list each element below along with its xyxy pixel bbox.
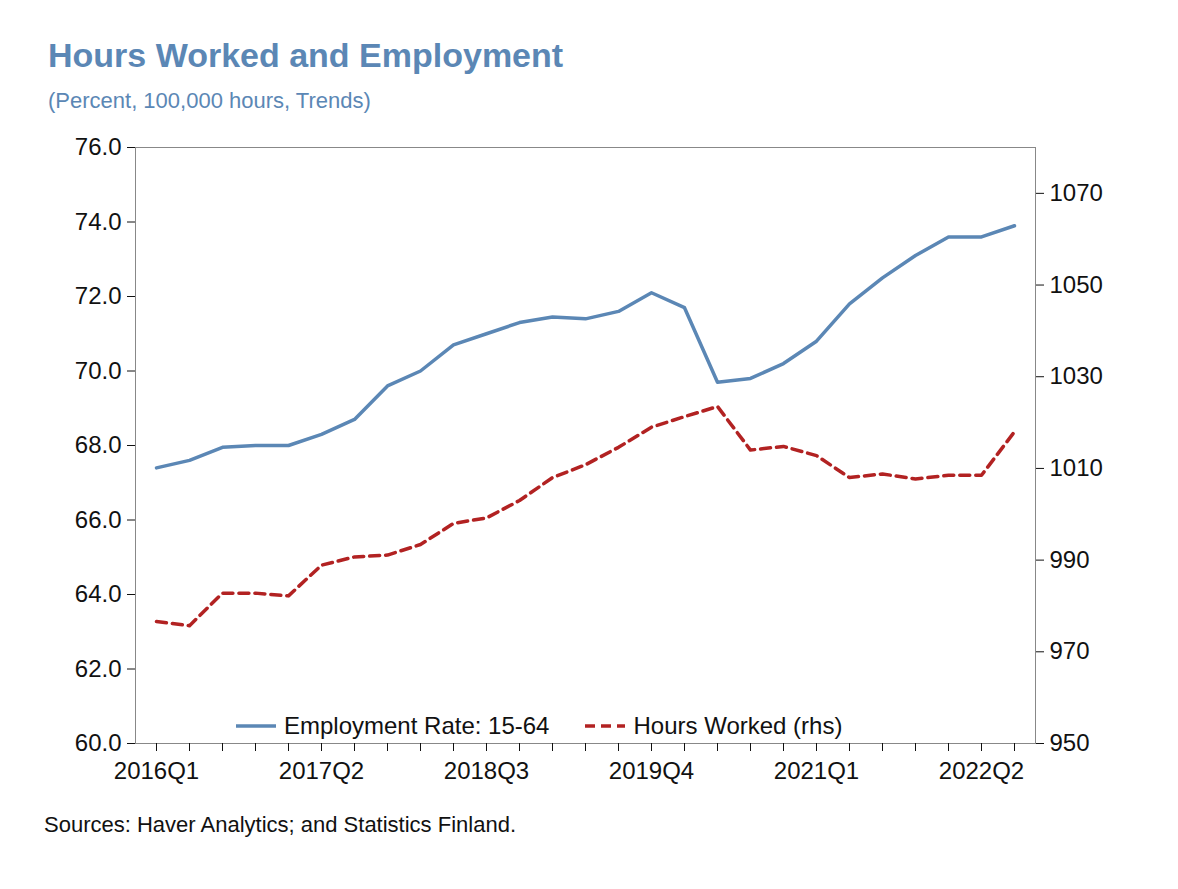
svg-text:1050: 1050: [1050, 271, 1103, 298]
svg-text:64.0: 64.0: [75, 580, 122, 607]
svg-text:2022Q2: 2022Q2: [939, 757, 1024, 784]
svg-text:68.0: 68.0: [75, 431, 122, 458]
html-text:Hours Worked (rhs): Hours Worked (rhs): [633, 712, 843, 739]
svg-text:2018Q3: 2018Q3: [444, 757, 529, 784]
svg-text:950: 950: [1050, 729, 1090, 756]
svg-text:60.0: 60.0: [75, 729, 122, 756]
svg-text:1070: 1070: [1050, 179, 1103, 206]
svg-text:990: 990: [1050, 546, 1090, 573]
svg-text:970: 970: [1050, 637, 1090, 664]
svg-text:2017Q2: 2017Q2: [279, 757, 364, 784]
svg-text:72.0: 72.0: [75, 282, 122, 309]
html-text:Sources: Haver Analytics; and: Sources: Haver Analytics; and Statistics…: [44, 812, 516, 837]
svg-text:1030: 1030: [1050, 362, 1103, 389]
svg-text:76.0: 76.0: [75, 133, 122, 160]
svg-text:74.0: 74.0: [75, 208, 122, 235]
svg-text:66.0: 66.0: [75, 506, 122, 533]
html-text:Hours Worked and Employment: Hours Worked and Employment: [48, 36, 564, 74]
html-text:(Percent, 100,000 hours, Trend: (Percent, 100,000 hours, Trends): [48, 88, 371, 113]
svg-text:1010: 1010: [1050, 454, 1103, 481]
svg-text:2019Q4: 2019Q4: [609, 757, 694, 784]
svg-text:70.0: 70.0: [75, 357, 122, 384]
svg-text:2021Q1: 2021Q1: [774, 757, 859, 784]
svg-text:2016Q1: 2016Q1: [114, 757, 199, 784]
svg-text:62.0: 62.0: [75, 655, 122, 682]
html-text:Employment Rate: 15-64: Employment Rate: 15-64: [284, 712, 550, 739]
